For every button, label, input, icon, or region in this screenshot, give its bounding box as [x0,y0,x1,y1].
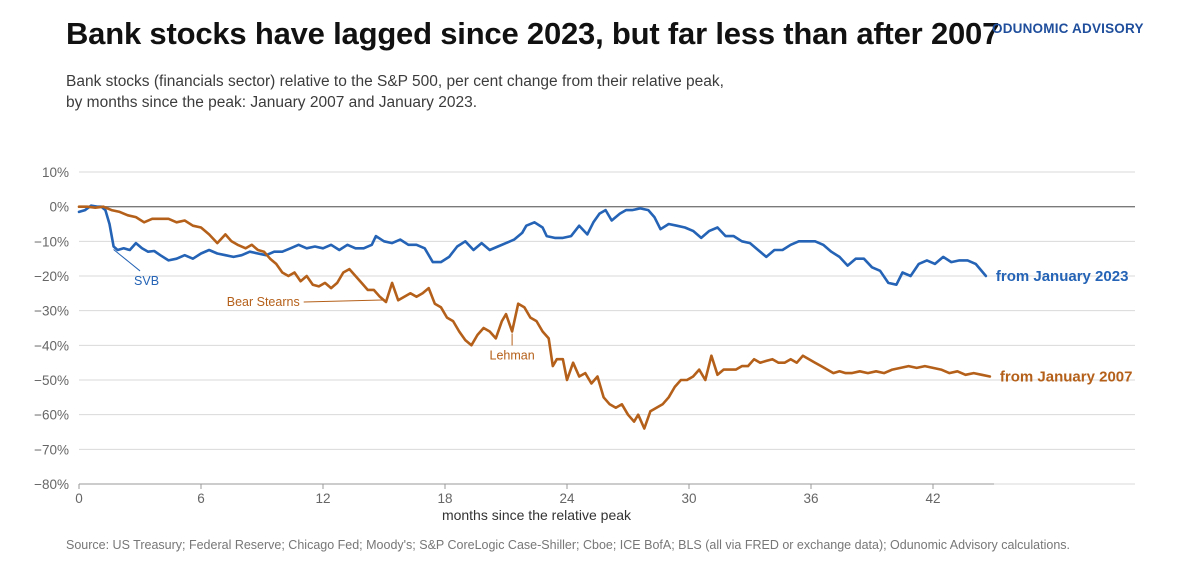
y-tick-label: 0% [49,200,69,215]
series-label-2007: from January 2007 [1000,369,1133,386]
line-chart: 10% 0% −10% −20% −30% −40% −50% −60% −70% −80% 0 6… [34,165,1135,523]
chart-subtitle: Bank stocks (financials sector) relative… [66,71,766,113]
y-tick-label: 10% [42,165,69,180]
x-tick-label: 6 [197,491,205,506]
subtitle-line-2: by months since the peak: January 2007 a… [66,94,478,111]
y-tick-label: −30% [34,304,69,319]
x-tick-label: 36 [803,491,818,506]
series-label-2023: from January 2023 [996,268,1129,285]
y-tick-label: −70% [34,442,69,457]
source-note: Source: US Treasury; Federal Reserve; Ch… [66,538,1070,552]
annotation-leader-bear-stearns [303,299,385,303]
annotation-leader-svb [113,249,141,272]
annotation-svb: SVB [134,274,159,288]
x-tick-label: 0 [75,491,83,506]
series-labels: from January 2023 from January 2007 [996,268,1133,386]
annotation-lehman: Lehman [490,348,535,362]
y-tick-label: −50% [34,373,69,388]
subtitle-line-1: Bank stocks (financials sector) relative… [66,73,724,90]
x-axis-ticks: 0 6 12 18 24 30 36 42 [75,483,994,506]
brand-name: ODUNOMIC ADVISORY [992,21,1144,36]
x-tick-label: 42 [925,491,940,506]
x-axis-label: months since the relative peak [442,507,632,523]
gridlines [79,171,1135,485]
series-lines [77,204,992,430]
x-tick-label: 24 [559,491,575,506]
chart-title: Bank stocks have lagged since 2023, but … [66,16,1000,51]
annotations: SVB Bear Stearns Lehman [113,249,535,362]
x-tick-label: 18 [437,491,452,506]
y-tick-label: −20% [34,269,69,284]
x-tick-label: 12 [315,491,330,506]
y-tick-label: −60% [34,408,69,423]
series-line-2007 [77,205,992,430]
y-tick-label: −40% [34,338,69,353]
annotation-bear-stearns: Bear Stearns [227,295,300,309]
series-line-2023 [77,204,988,286]
x-tick-label: 30 [681,491,696,506]
y-tick-label: −10% [34,234,69,249]
y-axis-ticks: 10% 0% −10% −20% −30% −40% −50% −60% −70% −80% [34,165,69,492]
y-tick-label: −80% [34,477,69,492]
